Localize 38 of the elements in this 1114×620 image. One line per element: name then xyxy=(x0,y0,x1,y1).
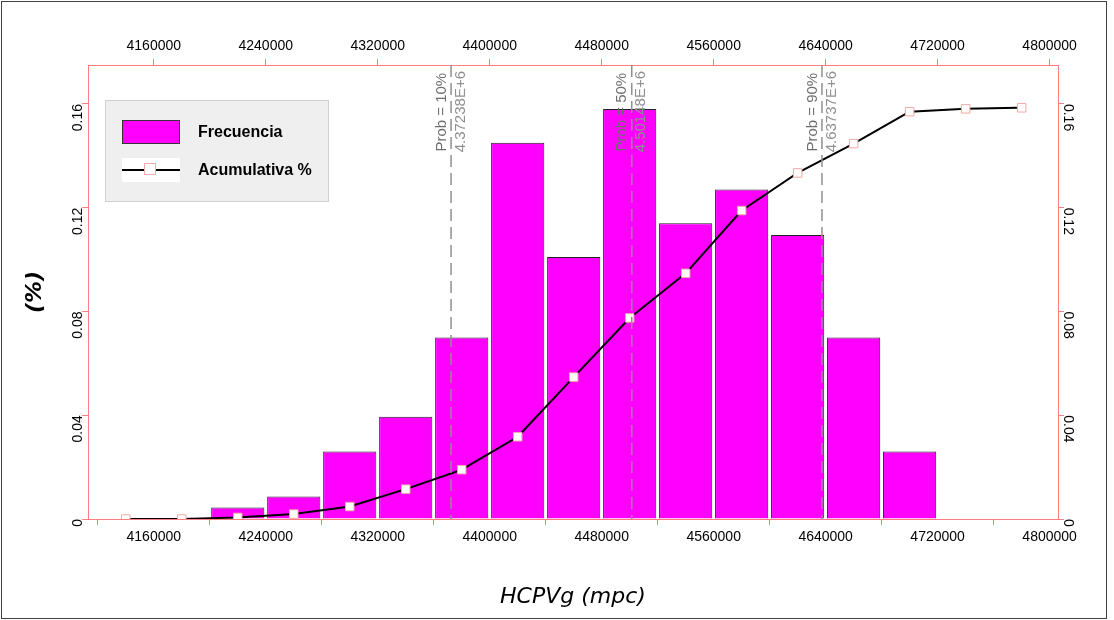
legend-label: Frecuencia xyxy=(198,123,283,141)
x-tick-label: 4160000 xyxy=(126,37,182,54)
y2-tick-label: 0.12 xyxy=(1061,207,1078,236)
y-tick-label: 0.08 xyxy=(68,311,85,339)
x2-tick-label: 4720000 xyxy=(910,528,966,545)
x-tick-label: 4240000 xyxy=(238,37,294,54)
x2-tick-label: 4240000 xyxy=(238,528,294,545)
y-tick-label: 0.12 xyxy=(68,207,85,235)
y-tick-label: 0.16 xyxy=(68,103,85,132)
ref-line-label: 4.50148E+6 xyxy=(631,71,649,153)
y2-tick-label: 0 xyxy=(1061,519,1078,527)
x2-tick-label: 4480000 xyxy=(574,528,630,545)
y-tick-label: 0.04 xyxy=(68,415,85,443)
x2-tick-label: 4640000 xyxy=(798,528,854,545)
x-axis-title: HCPVg (mpc) xyxy=(500,582,646,608)
x2-tick-label: 4400000 xyxy=(462,528,518,545)
ref-line-label: 4.37238E+6 xyxy=(450,71,468,153)
x-tick-label: 4560000 xyxy=(686,37,742,54)
y2-tick-label: 0.08 xyxy=(1061,311,1078,339)
legend-label: Acumulativa % xyxy=(198,161,312,179)
y2-tick-label: 0.16 xyxy=(1061,103,1078,132)
annotation: Prob = 90% xyxy=(802,72,820,152)
x2-tick-label: 4160000 xyxy=(126,528,182,545)
x-tick-label: 4720000 xyxy=(910,37,966,54)
x-tick-label: 4400000 xyxy=(462,37,518,54)
annotation: Prob = 50% xyxy=(612,72,630,152)
x2-tick-label: 4560000 xyxy=(686,528,742,545)
x2-tick-label: 4800000 xyxy=(1022,528,1078,545)
annotation: Prob = 10% xyxy=(431,72,449,152)
x-tick-label: 4480000 xyxy=(574,37,630,54)
x-tick-label: 4800000 xyxy=(1022,37,1078,54)
x-tick-label: 4320000 xyxy=(350,37,406,54)
y2-tick-label: 0.04 xyxy=(1061,415,1078,443)
x-tick-label: 4640000 xyxy=(798,37,854,54)
ref-line-label: 4.63737E+6 xyxy=(821,71,839,153)
y-axis-title: (%) xyxy=(20,270,46,314)
x2-tick-label: 4320000 xyxy=(350,528,406,545)
y-tick-label: 0 xyxy=(68,518,85,527)
